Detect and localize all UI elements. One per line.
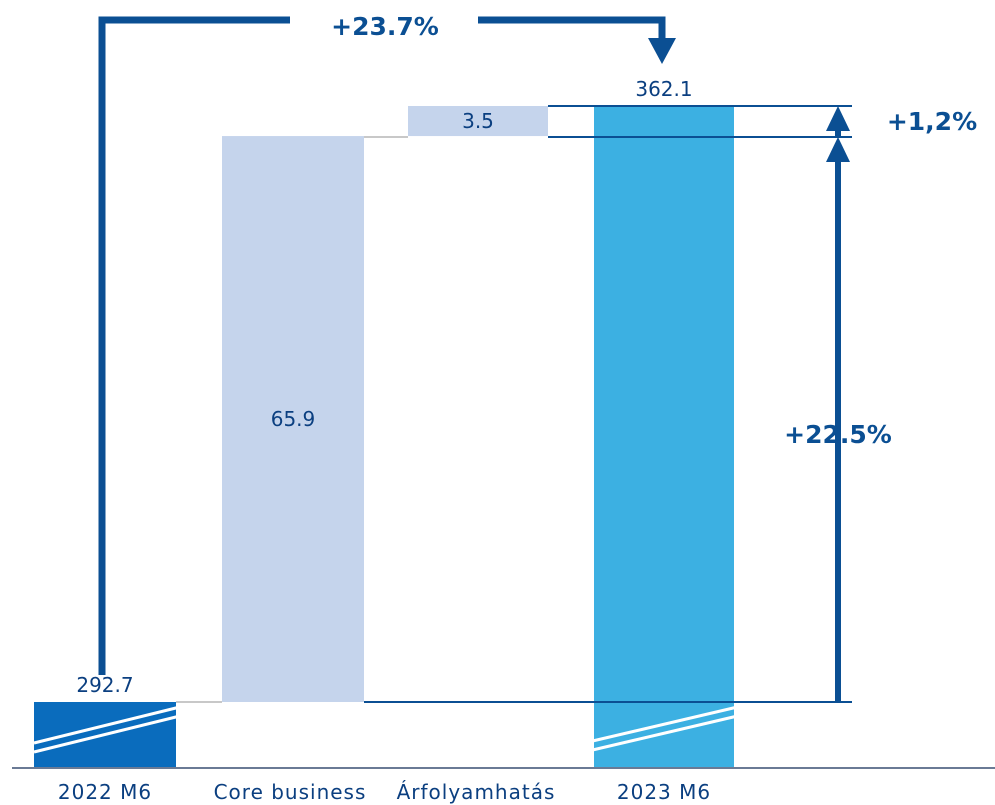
category-label-2023-m6: 2023 M6 (617, 780, 711, 804)
annotation-fx-change: +1,2% (887, 107, 977, 136)
bar-core-business (222, 136, 364, 703)
axis-break-mark-left (33, 703, 189, 754)
category-label-2022-m6: 2022 M6 (58, 780, 152, 804)
annotation-total-change: +23.7% (331, 12, 439, 41)
bar-2023-m6 (594, 106, 734, 768)
axis-break-mark-right (583, 703, 747, 754)
bar-arfolyamhatas (408, 106, 548, 137)
category-label-core-business: Core business (214, 780, 367, 804)
value-label-arfolyamhatas: 3.5 (462, 109, 494, 133)
value-label-core-business: 65.9 (271, 407, 316, 431)
total-change-bracket (98, 16, 676, 675)
annotation-core-change: +22.5% (784, 420, 892, 449)
fx-change-arrow (826, 106, 850, 137)
value-label-2022-m6: 292.7 (76, 673, 133, 697)
value-label-2023-m6: 362.1 (635, 77, 692, 101)
core-change-arrow (826, 137, 850, 702)
category-label-arfolyamhatas: Árfolyamhatás (397, 780, 556, 804)
